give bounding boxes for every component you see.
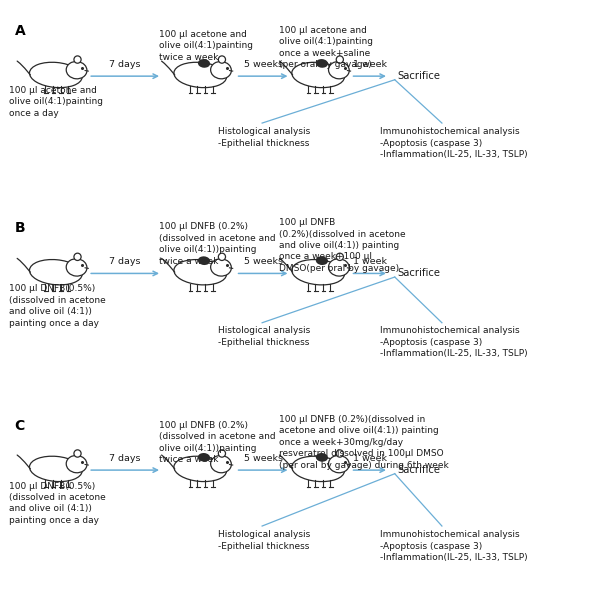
Text: 5 weeks: 5 weeks <box>243 257 283 266</box>
Ellipse shape <box>292 63 345 87</box>
Ellipse shape <box>66 61 87 79</box>
Ellipse shape <box>316 59 328 68</box>
Ellipse shape <box>198 256 210 265</box>
Text: 100 µl acetone and
olive oil(4:1)painting
once a week+saline
(per oral by gavage: 100 µl acetone and olive oil(4:1)paintin… <box>278 25 372 69</box>
Text: 100 µl DNFB (0.2%)
(dissolved in acetone and
olive oil(4:1))painting
twice a wee: 100 µl DNFB (0.2%) (dissolved in acetone… <box>159 222 275 266</box>
Ellipse shape <box>218 253 226 260</box>
Text: 100 µl DNFB (0.2%)
(dissolved in acetone and
olive oil(4:1))painting
twice a wee: 100 µl DNFB (0.2%) (dissolved in acetone… <box>159 421 275 464</box>
Text: 5 weeks: 5 weeks <box>243 454 283 463</box>
Text: A: A <box>14 24 26 38</box>
Text: 7 days: 7 days <box>109 454 141 463</box>
Text: Histological analysis
-Epithelial thickness: Histological analysis -Epithelial thickn… <box>218 127 310 148</box>
Text: Histological analysis
-Epithelial thickness: Histological analysis -Epithelial thickn… <box>218 327 310 347</box>
Ellipse shape <box>198 59 210 68</box>
Ellipse shape <box>292 456 345 481</box>
Text: Sacrifice: Sacrifice <box>397 465 441 475</box>
Ellipse shape <box>211 61 231 79</box>
Ellipse shape <box>174 260 227 285</box>
Ellipse shape <box>74 253 81 260</box>
Text: 7 days: 7 days <box>109 60 141 69</box>
Ellipse shape <box>218 450 226 457</box>
Ellipse shape <box>316 256 328 265</box>
Text: 100 µl DNFB (0.2%)(dissolved in
acetone and olive oil(4:1)) painting
once a week: 100 µl DNFB (0.2%)(dissolved in acetone … <box>278 415 449 470</box>
Ellipse shape <box>292 260 345 285</box>
Ellipse shape <box>74 56 81 63</box>
Ellipse shape <box>198 453 210 462</box>
Ellipse shape <box>30 456 82 481</box>
Ellipse shape <box>336 450 343 457</box>
Text: 100 µl DNFB(0.5%)
(dissolved in acetone
and olive oil (4:1))
painting once a day: 100 µl DNFB(0.5%) (dissolved in acetone … <box>9 481 105 525</box>
Ellipse shape <box>211 259 231 276</box>
Text: 1 week: 1 week <box>353 257 387 266</box>
Text: Immunohistochemical analysis
-Apoptosis (caspase 3)
-Inflammation(IL-25, IL-33, : Immunohistochemical analysis -Apoptosis … <box>380 127 528 159</box>
Ellipse shape <box>328 61 349 79</box>
Text: 5 weeks: 5 weeks <box>243 60 283 69</box>
Text: 1 week: 1 week <box>353 60 387 69</box>
Ellipse shape <box>218 56 226 63</box>
Ellipse shape <box>336 56 343 63</box>
Text: 100 µl DNFB(0.5%)
(dissolved in acetone
and olive oil (4:1))
painting once a day: 100 µl DNFB(0.5%) (dissolved in acetone … <box>9 284 105 328</box>
Ellipse shape <box>328 455 349 473</box>
Ellipse shape <box>174 456 227 481</box>
Text: Immunohistochemical analysis
-Apoptosis (caspase 3)
-Inflammation(IL-25, IL-33, : Immunohistochemical analysis -Apoptosis … <box>380 531 528 562</box>
Ellipse shape <box>174 63 227 87</box>
Text: B: B <box>14 220 25 234</box>
Text: 7 days: 7 days <box>109 257 141 266</box>
Ellipse shape <box>328 259 349 276</box>
Ellipse shape <box>316 453 328 462</box>
Text: Sacrifice: Sacrifice <box>397 71 441 81</box>
Text: Immunohistochemical analysis
-Apoptosis (caspase 3)
-Inflammation(IL-25, IL-33, : Immunohistochemical analysis -Apoptosis … <box>380 327 528 358</box>
Text: Sacrifice: Sacrifice <box>397 268 441 279</box>
Ellipse shape <box>66 259 87 276</box>
Text: 100 µl acetone and
olive oil(4:1)painting
once a day: 100 µl acetone and olive oil(4:1)paintin… <box>9 86 103 118</box>
Ellipse shape <box>30 260 82 285</box>
Ellipse shape <box>74 450 81 457</box>
Text: 100 µl DNFB
(0.2%)(dissolved in acetone
and olive oil(4:1)) painting
once a week: 100 µl DNFB (0.2%)(dissolved in acetone … <box>278 218 405 273</box>
Ellipse shape <box>66 455 87 473</box>
Text: 100 µl acetone and
olive oil(4:1)painting
twice a week: 100 µl acetone and olive oil(4:1)paintin… <box>159 30 253 62</box>
Text: C: C <box>14 419 25 433</box>
Ellipse shape <box>211 455 231 473</box>
Ellipse shape <box>336 253 343 260</box>
Text: 1 week: 1 week <box>353 454 387 463</box>
Ellipse shape <box>30 63 82 87</box>
Text: Histological analysis
-Epithelial thickness: Histological analysis -Epithelial thickn… <box>218 531 310 551</box>
